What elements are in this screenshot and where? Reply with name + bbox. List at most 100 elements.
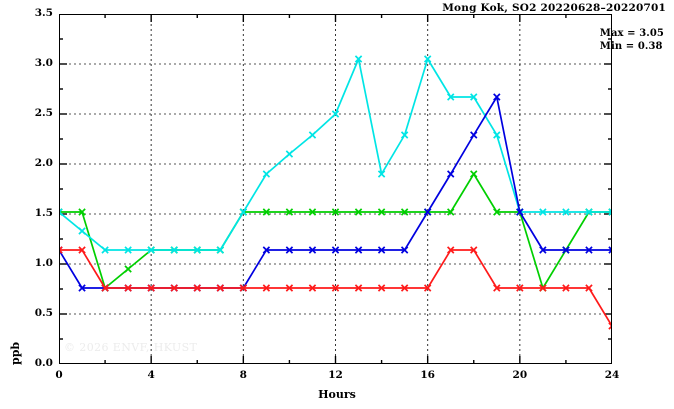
- marker-x-stroke: [331, 208, 340, 216]
- series-marker-day-4: [78, 246, 86, 254]
- marker-x-stroke: [59, 246, 63, 252]
- series-marker-day-3: [539, 246, 547, 254]
- series-marker-day-4: [239, 284, 248, 292]
- marker-x-stroke: [470, 93, 478, 101]
- marker-x-stroke: [493, 284, 501, 292]
- series-marker-day-4: [585, 284, 593, 292]
- series-marker-day-4: [170, 284, 178, 292]
- marker-x-stroke: [285, 246, 294, 254]
- series-marker-day-2: [562, 208, 570, 216]
- series-marker-day-4: [262, 284, 271, 292]
- marker-x-stroke: [516, 208, 524, 216]
- marker-x-stroke: [101, 246, 109, 254]
- marker-x-stroke: [377, 170, 386, 178]
- marker-x-stroke: [354, 55, 363, 63]
- series-day-4: [59, 246, 612, 330]
- series-marker-day-1: [308, 208, 317, 216]
- series-marker-day-3: [262, 246, 271, 254]
- marker-x-stroke: [423, 55, 432, 63]
- y-tick-label: 3.5: [34, 7, 53, 19]
- series-marker-day-1: [285, 208, 294, 216]
- series-marker-day-4: [147, 284, 155, 292]
- marker-x-stroke: [124, 246, 132, 254]
- marker-x-stroke: [147, 284, 155, 292]
- marker-x-stroke: [447, 93, 455, 101]
- max-value-label: Max = 3.05: [599, 28, 664, 39]
- x-tick-label: 16: [420, 369, 435, 381]
- series-marker-day-4: [101, 284, 109, 292]
- series-marker-day-3: [516, 208, 524, 216]
- series-marker-day-3: [447, 170, 455, 178]
- marker-x-stroke: [285, 150, 294, 158]
- marker-x-stroke: [608, 248, 612, 254]
- series-marker-day-2: [59, 208, 63, 216]
- x-tick-label: 4: [147, 369, 155, 381]
- marker-x-stroke: [562, 246, 570, 254]
- series-marker-day-1: [262, 208, 271, 216]
- marker-x-stroke: [470, 246, 478, 254]
- marker-x-stroke: [78, 246, 86, 254]
- series-marker-day-3: [470, 131, 478, 139]
- marker-x-stroke: [400, 246, 409, 254]
- series-marker-day-2: [354, 55, 363, 63]
- marker-x-stroke: [377, 208, 386, 216]
- series-marker-day-4: [539, 284, 547, 292]
- x-axis-label: Hours: [318, 388, 356, 401]
- marker-x-stroke: [331, 246, 340, 254]
- series-marker-day-4: [216, 284, 224, 292]
- marker-x-stroke: [493, 208, 501, 216]
- series-marker-day-4: [124, 284, 132, 292]
- marker-x-stroke: [262, 246, 271, 254]
- series-marker-day-1: [78, 208, 86, 216]
- x-tick-label: 0: [55, 369, 63, 381]
- x-tick-label: 12: [328, 369, 343, 381]
- plot-frame-border: [59, 14, 612, 364]
- marker-x-stroke: [193, 246, 201, 254]
- marker-x-stroke: [262, 284, 271, 292]
- series-marker-day-1: [447, 208, 455, 216]
- series-marker-day-4: [562, 284, 570, 292]
- series-marker-day-4: [447, 246, 455, 254]
- marker-x-stroke: [470, 170, 478, 178]
- series-marker-day-2: [539, 208, 547, 216]
- marker-x-stroke: [377, 246, 386, 254]
- series-marker-day-2: [493, 131, 501, 139]
- marker-x-stroke: [78, 284, 86, 292]
- marker-x-stroke: [170, 246, 178, 254]
- marker-x-stroke: [308, 284, 317, 292]
- marker-x-stroke: [354, 284, 363, 292]
- series-marker-day-2: [377, 170, 386, 178]
- x-tick-label: 8: [239, 369, 247, 381]
- x-tick-label: 20: [512, 369, 528, 381]
- series-marker-day-3: [285, 246, 294, 254]
- y-tick-label: 2.0: [34, 157, 53, 169]
- series-marker-day-4: [493, 284, 501, 292]
- series-marker-day-2: [147, 246, 155, 254]
- marker-x-stroke: [608, 208, 612, 214]
- marker-x-stroke: [493, 93, 501, 101]
- marker-x-stroke: [447, 246, 455, 254]
- marker-x-stroke: [124, 284, 132, 292]
- marker-x-stroke: [59, 208, 63, 214]
- series-marker-day-2: [423, 55, 432, 63]
- y-tick-label: 1.0: [34, 257, 53, 269]
- marker-x-stroke: [101, 284, 109, 292]
- marker-x-stroke: [331, 284, 340, 292]
- marker-x-stroke: [447, 208, 455, 216]
- min-value-label: Min = 0.38: [599, 41, 663, 52]
- series-marker-day-2: [124, 246, 132, 254]
- series-marker-day-3: [608, 246, 612, 254]
- series-marker-day-1: [400, 208, 409, 216]
- series-marker-day-3: [493, 93, 501, 101]
- series-marker-day-3: [354, 246, 363, 254]
- series-marker-day-2: [331, 110, 340, 118]
- marker-x-stroke: [285, 284, 294, 292]
- marker-x-stroke: [400, 131, 409, 139]
- marker-x-stroke: [239, 284, 248, 292]
- series-marker-day-4: [59, 246, 63, 254]
- series-marker-day-2: [101, 246, 109, 254]
- marker-x-stroke: [562, 284, 570, 292]
- marker-x-stroke: [423, 284, 432, 292]
- series-marker-day-1: [377, 208, 386, 216]
- marker-x-stroke: [308, 246, 317, 254]
